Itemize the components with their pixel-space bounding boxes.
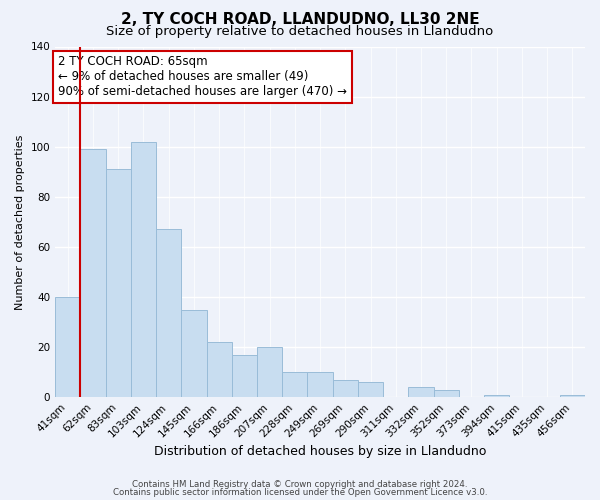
Bar [409,387,434,397]
Text: Contains public sector information licensed under the Open Government Licence v3: Contains public sector information licen… [113,488,487,497]
Y-axis label: Number of detached properties: Number of detached properties [15,134,25,310]
Text: Size of property relative to detached houses in Llandudno: Size of property relative to detached ho… [106,25,494,38]
Text: 2, TY COCH ROAD, LLANDUDNO, LL30 2NE: 2, TY COCH ROAD, LLANDUDNO, LL30 2NE [121,12,479,28]
Bar [80,149,106,397]
Bar [106,170,131,397]
Text: Contains HM Land Registry data © Crown copyright and database right 2024.: Contains HM Land Registry data © Crown c… [132,480,468,489]
Bar [560,394,585,397]
Bar [55,297,80,397]
Bar [332,380,358,397]
Bar [206,342,232,397]
Bar [181,310,206,397]
Bar [434,390,459,397]
Bar [131,142,156,397]
X-axis label: Distribution of detached houses by size in Llandudno: Distribution of detached houses by size … [154,444,486,458]
Bar [257,347,282,397]
Bar [307,372,332,397]
Bar [358,382,383,397]
Bar [282,372,307,397]
Bar [156,230,181,397]
Text: 2 TY COCH ROAD: 65sqm
← 9% of detached houses are smaller (49)
90% of semi-detac: 2 TY COCH ROAD: 65sqm ← 9% of detached h… [58,56,347,98]
Bar [232,354,257,397]
Bar [484,394,509,397]
